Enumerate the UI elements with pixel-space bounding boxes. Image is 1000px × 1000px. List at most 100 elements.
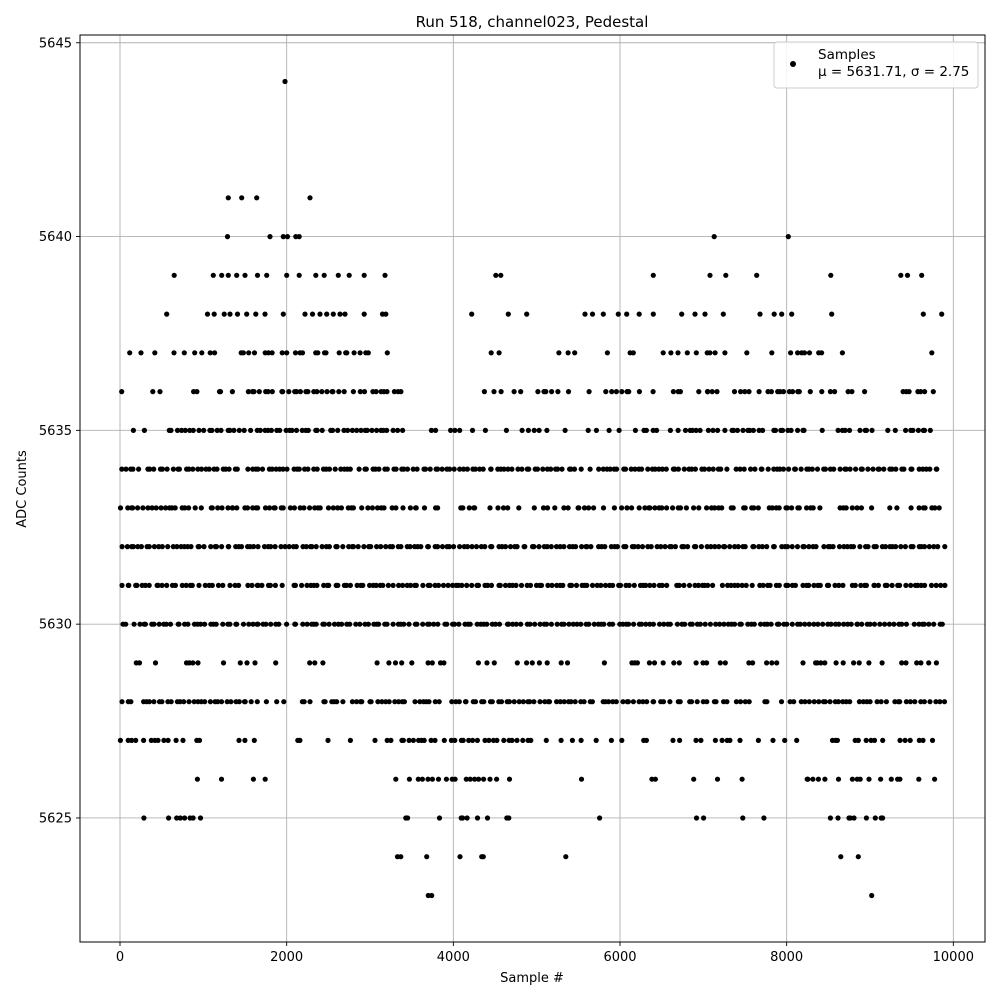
data-point <box>529 660 535 666</box>
data-point <box>795 350 801 356</box>
data-point <box>935 544 941 550</box>
data-point <box>832 582 838 589</box>
data-point <box>218 776 225 782</box>
data-point <box>651 582 657 589</box>
data-point <box>382 272 388 278</box>
data-point <box>155 737 161 744</box>
data-point <box>305 466 311 472</box>
data-point <box>252 660 258 666</box>
data-point <box>710 427 716 433</box>
data-point <box>652 776 659 782</box>
data-point <box>147 466 153 472</box>
data-point <box>696 505 702 511</box>
data-point <box>356 466 362 472</box>
data-point <box>146 582 152 589</box>
data-point <box>593 737 599 744</box>
data-point <box>383 311 389 317</box>
data-point <box>545 582 551 589</box>
data-point <box>738 389 744 395</box>
data-point <box>487 776 493 782</box>
data-point <box>650 621 657 627</box>
data-point <box>743 582 749 589</box>
data-point <box>760 427 766 433</box>
data-point <box>422 466 429 472</box>
data-point <box>255 544 261 550</box>
data-point <box>863 427 870 433</box>
data-point <box>289 427 295 433</box>
data-point <box>598 582 604 589</box>
data-point <box>346 272 352 278</box>
data-point <box>555 389 561 395</box>
data-point <box>414 621 420 627</box>
data-point <box>714 389 720 395</box>
data-point <box>670 505 676 511</box>
data-point <box>602 582 609 589</box>
data-point <box>518 621 524 627</box>
data-point <box>707 621 714 627</box>
data-point <box>435 621 441 627</box>
data-point <box>201 427 207 433</box>
data-point <box>553 544 560 550</box>
data-point <box>312 660 318 666</box>
data-point <box>135 544 141 550</box>
data-point <box>225 505 231 511</box>
data-point <box>647 621 653 627</box>
data-point <box>126 582 132 589</box>
data-point <box>686 582 693 589</box>
data-point <box>272 505 278 511</box>
data-point <box>481 389 487 395</box>
data-point <box>639 466 645 472</box>
data-point <box>802 621 808 627</box>
data-point <box>396 699 402 705</box>
data-point <box>588 544 594 550</box>
data-point <box>918 660 924 666</box>
data-point <box>242 272 248 278</box>
data-point <box>811 621 817 627</box>
data-point <box>457 544 463 550</box>
data-point <box>317 505 323 511</box>
data-point <box>259 466 266 472</box>
data-point <box>822 466 829 472</box>
data-point <box>548 466 554 472</box>
data-point <box>611 505 618 511</box>
data-point <box>863 737 869 744</box>
data-point <box>151 466 157 472</box>
data-point <box>929 350 935 356</box>
data-point <box>360 582 366 589</box>
data-point <box>606 427 612 433</box>
data-point <box>907 699 914 705</box>
data-point <box>480 466 486 472</box>
data-point <box>386 660 392 666</box>
data-point <box>765 466 771 472</box>
data-point <box>558 660 564 666</box>
data-point <box>561 544 567 550</box>
data-point <box>693 544 699 550</box>
data-point <box>151 544 157 550</box>
data-point <box>899 621 905 627</box>
data-point <box>836 544 843 550</box>
data-point <box>406 621 412 627</box>
data-point <box>181 350 187 356</box>
data-point <box>464 544 471 550</box>
data-point <box>265 350 272 356</box>
data-point <box>841 621 847 627</box>
data-point <box>731 389 738 395</box>
data-point <box>858 505 865 511</box>
data-point <box>138 544 144 550</box>
data-point <box>428 737 434 744</box>
data-point <box>321 272 327 278</box>
data-point <box>451 621 458 627</box>
data-point <box>625 699 632 705</box>
data-point <box>197 815 204 821</box>
data-point <box>664 505 670 511</box>
data-point <box>242 737 248 744</box>
data-point <box>314 466 320 472</box>
data-point <box>119 466 125 472</box>
data-point <box>902 737 908 744</box>
data-point <box>659 466 666 472</box>
data-point <box>350 389 356 395</box>
data-point <box>254 195 260 201</box>
data-point <box>697 427 703 433</box>
data-point <box>503 427 509 433</box>
